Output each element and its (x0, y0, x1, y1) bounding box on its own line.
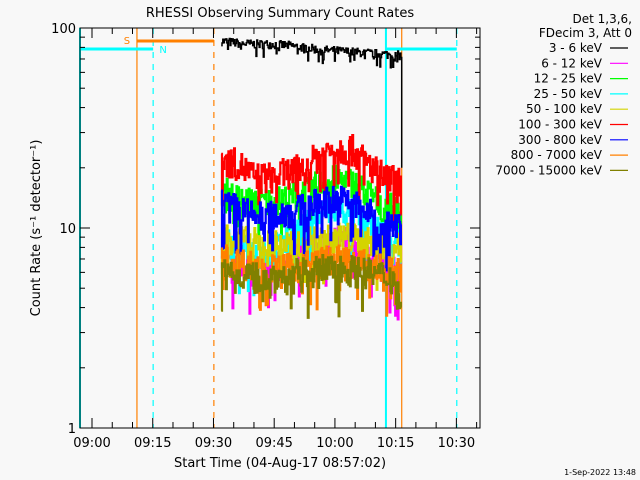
legend-label: 800 - 7000 keV (511, 148, 603, 162)
legend-label: 3 - 6 keV (549, 41, 603, 55)
x-tick-label: 09:45 (255, 436, 292, 451)
x-tick-label: 09:30 (195, 436, 232, 451)
legend-label: 6 - 12 keV (541, 56, 603, 70)
series-7000to15000keV (220, 254, 402, 319)
x-tick-label: 09:00 (73, 436, 110, 451)
y-tick-label: 10 (59, 222, 76, 237)
series-3to6keV (221, 37, 403, 168)
series-100to300keV (220, 134, 402, 229)
series-300to800keV (220, 185, 402, 273)
legend-label: 12 - 25 keV (534, 72, 603, 86)
x-tick-label: 10:15 (377, 436, 414, 451)
y-tick-label: 1 (68, 422, 76, 437)
saa-label: S (124, 36, 130, 47)
x-axis-label: Start Time (04-Aug-17 08:57:02) (174, 456, 386, 471)
plot-marks: SN (79, 28, 458, 428)
x-tick-label: 09:15 (134, 436, 171, 451)
legend-header-2: FDecim 3, Att 0 (539, 26, 632, 40)
series-12to25keV (220, 164, 402, 249)
x-tick-label: 10:00 (316, 436, 353, 451)
y-axis-label: Count Rate (s⁻¹ detector⁻¹) (29, 140, 44, 317)
legend-header-1: Det 1,3,6, (573, 12, 633, 26)
legend-label: 50 - 100 keV (526, 102, 603, 116)
x-tick-label: 10:30 (438, 436, 475, 451)
night-label: N (159, 45, 166, 56)
footer-timestamp: 1-Sep-2022 13:48 (564, 468, 636, 477)
legend-label: 7000 - 15000 keV (495, 163, 602, 177)
legend-label: 100 - 300 keV (518, 118, 602, 132)
y-tick-label: 100 (51, 22, 76, 37)
legend-label: 300 - 800 keV (518, 133, 602, 147)
legend-label: 25 - 50 keV (534, 87, 603, 101)
chart-title: RHESSI Observing Summary Count Rates (146, 6, 415, 21)
axes: 1 10 100 09:00 09:15 09:30 09:45 10:00 10:15 10:3… (51, 22, 481, 451)
